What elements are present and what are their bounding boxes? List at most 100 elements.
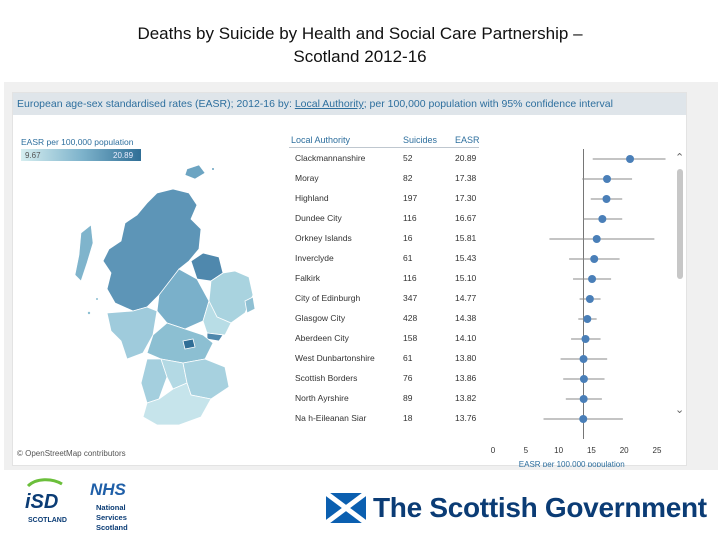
forest-plot: 0 5 10 15 20 25 EASR per 100,000 population [491, 149, 666, 467]
x-tick-label: 15 [587, 446, 596, 455]
map-region-western-isles[interactable] [74, 224, 94, 282]
cell-suicides: 116 [403, 213, 417, 223]
cell-area: Inverclyde [295, 253, 334, 263]
cell-area: Aberdeen City [295, 333, 349, 343]
map-island-dot [96, 298, 98, 300]
table-row[interactable]: Orkney Islands 16 15.81 [289, 229, 479, 249]
table-row[interactable]: Inverclyde 61 15.43 [289, 249, 479, 269]
title-line-2: Scotland 2012-16 [293, 47, 427, 66]
cell-easr: 13.86 [455, 373, 477, 383]
cell-suicides: 18 [403, 413, 413, 423]
x-tick-label: 10 [554, 446, 563, 455]
cell-area: City of Edinburgh [295, 293, 361, 303]
scotland-choropleth-map[interactable] [63, 163, 303, 443]
data-point[interactable] [581, 335, 590, 343]
table-row[interactable]: City of Edinburgh 347 14.77 [289, 289, 479, 309]
nhs-logo-sub-3: Scotland [96, 523, 128, 532]
cell-easr: 15.81 [455, 233, 477, 243]
data-point[interactable] [579, 415, 588, 423]
cell-easr: 14.38 [455, 313, 477, 323]
cell-suicides: 197 [403, 193, 418, 203]
data-point[interactable] [583, 315, 592, 323]
cell-suicides: 61 [403, 353, 413, 363]
data-point[interactable] [626, 155, 635, 163]
table-row[interactable]: Clackmannanshire 52 20.89 [289, 149, 479, 169]
map-attribution[interactable]: © OpenStreetMap contributors [17, 449, 126, 458]
cell-easr: 16.67 [455, 213, 477, 223]
x-tick-label: 5 [524, 446, 529, 455]
table-row[interactable]: Moray 82 17.38 [289, 169, 479, 189]
map-island-dot [87, 311, 91, 315]
map-region-clackmannanshire[interactable] [182, 338, 196, 350]
chevron-up-icon[interactable]: ⌃ [675, 152, 685, 164]
cell-suicides: 52 [403, 153, 413, 163]
nhs-logo-text: NHS [90, 480, 127, 499]
cell-area: North Ayrshire [295, 393, 349, 403]
legend-gradient-bar [21, 149, 141, 161]
map-region-orkney[interactable] [184, 164, 206, 180]
map-region-dundee-city[interactable] [206, 332, 224, 342]
cell-suicides: 89 [403, 393, 413, 403]
map-region-dumfries-galloway[interactable] [142, 382, 212, 426]
scroll-thumb[interactable] [677, 169, 683, 279]
dashboard-panel: European age-sex standardised rates (EAS… [12, 92, 687, 467]
isd-scotland-logo: iSD SCOTLAND [22, 478, 74, 528]
x-tick-label: 20 [620, 446, 629, 455]
column-header-suicides[interactable]: Suicides [403, 135, 438, 145]
table-row[interactable]: Falkirk 116 15.10 [289, 269, 479, 289]
data-point[interactable] [579, 375, 588, 383]
data-point[interactable] [592, 235, 601, 243]
cell-easr: 13.82 [455, 393, 477, 403]
table-row[interactable]: Highland 197 17.30 [289, 189, 479, 209]
cell-easr: 13.76 [455, 413, 477, 423]
map-region-central-belt[interactable] [146, 322, 214, 364]
cell-easr: 17.30 [455, 193, 477, 203]
cell-suicides: 82 [403, 173, 413, 183]
cell-area: Dundee City [295, 213, 342, 223]
title-line-1: Deaths by Suicide by Health and Social C… [137, 24, 583, 43]
cell-area: West Dunbartonshire [295, 353, 375, 363]
cell-suicides: 116 [403, 273, 417, 283]
nhs-nss-logo: NHS National Services Scotland [86, 478, 148, 536]
data-point[interactable] [602, 195, 611, 203]
data-point[interactable] [603, 175, 612, 183]
data-point[interactable] [590, 255, 599, 263]
cell-easr: 14.77 [455, 293, 477, 303]
header-link-local-authority[interactable]: Local Authority [294, 98, 364, 110]
table-row[interactable]: Glasgow City 428 14.38 [289, 309, 479, 329]
nhs-logo-sub-1: National [96, 503, 126, 512]
table-row[interactable]: Na h-Eileanan Siar 18 13.76 [289, 409, 479, 429]
table-row[interactable]: Scottish Borders 76 13.86 [289, 369, 479, 389]
table-row[interactable]: Aberdeen City 158 14.10 [289, 329, 479, 349]
vertical-scrollbar[interactable]: ⌃ ⌄ [673, 151, 687, 431]
x-axis-label: EASR per 100,000 population [519, 460, 625, 467]
data-point[interactable] [598, 215, 607, 223]
table-row[interactable]: North Ayrshire 89 13.82 [289, 389, 479, 409]
data-point[interactable] [585, 295, 594, 303]
legend-min-value: 9.67 [25, 151, 41, 160]
map-region-argyll-bute[interactable] [106, 306, 158, 360]
header-divider [289, 147, 479, 148]
scottish-government-logo: The Scottish Government [326, 490, 707, 526]
chevron-down-icon[interactable]: ⌄ [675, 404, 685, 416]
isd-logo-subtext: SCOTLAND [28, 517, 67, 524]
table-row[interactable]: West Dunbartonshire 61 13.80 [289, 349, 479, 369]
header-text-2: ; per 100,000 population with 95% confid… [363, 98, 613, 110]
x-tick-label: 0 [491, 446, 496, 455]
cell-easr: 17.38 [455, 173, 477, 183]
cell-easr: 15.10 [455, 273, 477, 283]
cell-area: Na h-Eileanan Siar [295, 413, 367, 423]
map-island-dot [212, 168, 214, 170]
data-point[interactable] [579, 395, 588, 403]
map-region-angus[interactable] [202, 299, 232, 336]
table-row[interactable]: Dundee City 116 16.67 [289, 209, 479, 229]
data-point[interactable] [579, 355, 588, 363]
column-header-local-authority[interactable]: Local Authority [291, 135, 351, 145]
cell-suicides: 158 [403, 333, 418, 343]
data-point[interactable] [588, 275, 597, 283]
column-header-easr[interactable]: EASR [455, 135, 480, 145]
map-region-aberdeen-city[interactable] [244, 296, 256, 314]
cell-easr: 14.10 [455, 333, 477, 343]
nhs-logo-sub-2: Services [96, 513, 127, 522]
cell-easr: 13.80 [455, 353, 477, 363]
